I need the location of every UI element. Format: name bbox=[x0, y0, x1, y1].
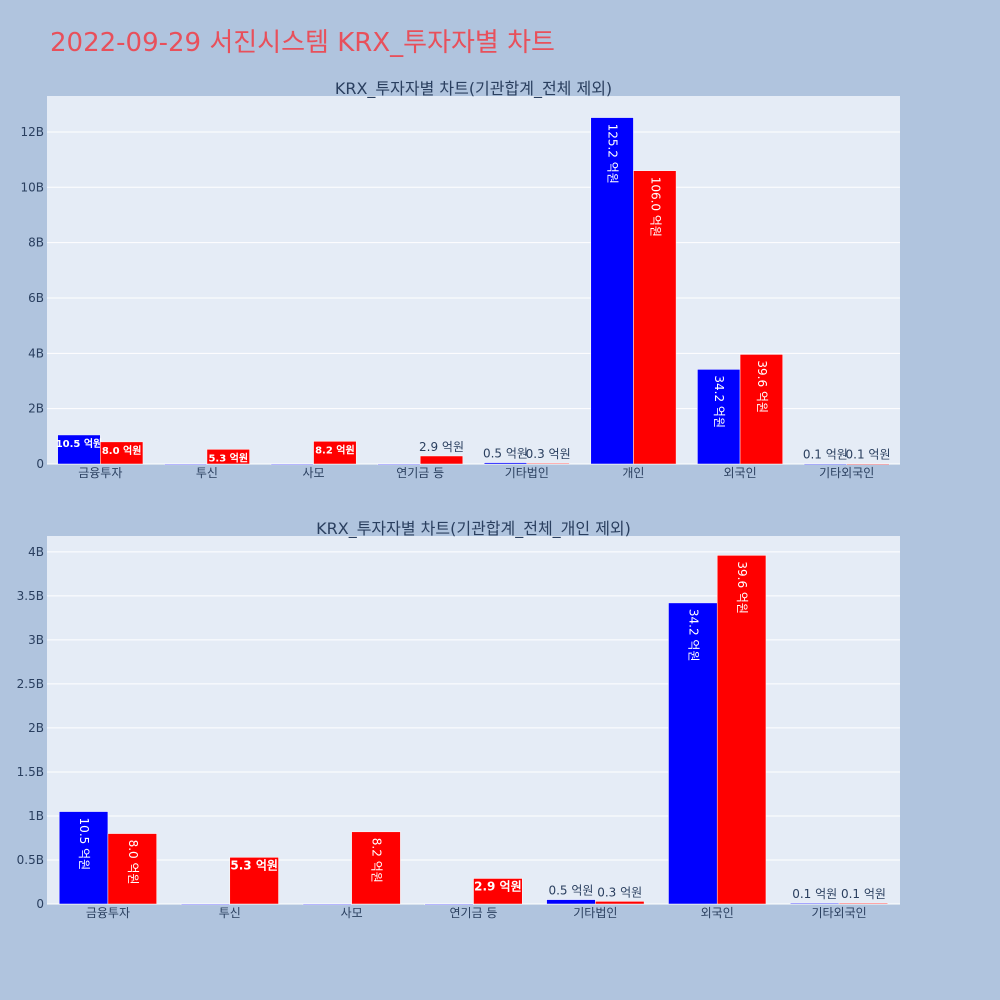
bar bbox=[697, 369, 741, 465]
page-title: 2022-09-29 서진시스템 KRX_투자자별 차트 bbox=[50, 28, 555, 58]
y-tick-label: 2.5B bbox=[17, 677, 44, 691]
y-tick-label: 3B bbox=[28, 633, 44, 647]
plot-area bbox=[47, 536, 900, 904]
y-tick-label: 2B bbox=[28, 402, 44, 416]
data-label: 2.9 억원 bbox=[474, 879, 522, 893]
bar bbox=[419, 455, 464, 465]
bar bbox=[803, 463, 847, 465]
bar bbox=[668, 602, 718, 905]
x-tick-label: 투신 bbox=[196, 466, 218, 480]
x-tick-label: 연기금 등 bbox=[396, 466, 444, 480]
data-label: 10.5 억원 bbox=[56, 437, 103, 450]
bar bbox=[546, 899, 596, 905]
bar bbox=[473, 878, 523, 905]
data-label: 8.2 억원 bbox=[315, 443, 355, 456]
x-tick-label: 금융투자 bbox=[78, 466, 122, 480]
x-tick-label: 금융투자 bbox=[86, 906, 130, 920]
bar bbox=[313, 441, 357, 465]
bar bbox=[377, 463, 421, 466]
data-label: 0.5 억원 bbox=[483, 447, 528, 461]
bar bbox=[790, 902, 840, 905]
bar bbox=[164, 463, 208, 466]
bar bbox=[206, 449, 250, 465]
bar bbox=[633, 170, 677, 465]
y-tick-label: 0 bbox=[36, 457, 44, 471]
x-tick-label: 사모 bbox=[303, 466, 325, 480]
data-label: 10.5 억원 bbox=[77, 818, 91, 871]
x-tick-label: 개인 bbox=[622, 466, 644, 480]
data-label: 0.1 억원 bbox=[846, 448, 891, 462]
bar bbox=[351, 831, 401, 905]
bar bbox=[526, 462, 570, 465]
chart-1: 0 2B 4B 6B 8B 10B 12B KRX_투자자별 차트(기관합계_전체 제외) 금융… bbox=[20, 79, 900, 480]
data-label: 106.0 억원 bbox=[648, 177, 662, 237]
y-tick-label: 3.5B bbox=[17, 589, 44, 603]
data-label: 125.2 억원 bbox=[606, 124, 620, 184]
bar bbox=[424, 903, 474, 906]
y-tick-label: 0.5B bbox=[17, 853, 44, 867]
x-tick-label: 외국인 bbox=[701, 906, 734, 920]
x-tick-label: 외국인 bbox=[724, 466, 757, 480]
data-label: 5.3 억원 bbox=[208, 451, 248, 464]
y-tick-label: 10B bbox=[20, 180, 44, 194]
data-label: 8.2 억원 bbox=[370, 838, 384, 883]
bar bbox=[107, 833, 157, 905]
data-label: 8.0 억원 bbox=[126, 840, 140, 885]
y-tick-label: 12B bbox=[20, 125, 44, 139]
bar bbox=[483, 462, 528, 465]
chart-title: KRX_투자자별 차트(기관합계_전체_개인 제외) bbox=[316, 519, 631, 539]
y-tick-label: 4B bbox=[28, 346, 44, 360]
data-label: 39.6 억원 bbox=[755, 360, 769, 413]
data-label: 8.0 억원 bbox=[102, 444, 142, 457]
y-tick-label: 2B bbox=[28, 721, 44, 735]
bar bbox=[270, 463, 314, 466]
bar bbox=[180, 903, 231, 906]
bar bbox=[739, 354, 783, 465]
x-tick-label: 연기금 등 bbox=[450, 906, 498, 920]
data-label: 0.1 억원 bbox=[841, 887, 886, 901]
chart-2: 0 0.5B 1B 1.5B 2B 2.5B 3B 3.5B 4B KRX_투자자별 차트(기관합… bbox=[17, 519, 900, 920]
y-tick-label: 1.5B bbox=[17, 765, 44, 779]
bar bbox=[57, 434, 101, 465]
y-tick-label: 0 bbox=[36, 897, 44, 911]
y-tick-label: 8B bbox=[28, 236, 44, 250]
y-tick-label: 6B bbox=[28, 291, 44, 305]
data-label: 0.1 억원 bbox=[803, 448, 848, 462]
y-tick-label: 1B bbox=[28, 809, 44, 823]
x-tick-label: 사모 bbox=[341, 906, 363, 920]
data-label: 34.2 억원 bbox=[686, 609, 700, 662]
x-tick-label: 투신 bbox=[219, 906, 241, 920]
bar bbox=[229, 857, 279, 905]
x-tick-label: 기타외국인 bbox=[811, 906, 866, 920]
bar bbox=[838, 902, 889, 905]
data-label: 5.3 억원 bbox=[230, 858, 278, 872]
bar bbox=[716, 555, 767, 905]
x-tick-label: 기타외국인 bbox=[819, 466, 874, 480]
bar bbox=[595, 901, 645, 905]
data-label: 0.5 억원 bbox=[548, 884, 593, 898]
bar bbox=[302, 903, 352, 906]
data-label: 0.3 억원 bbox=[526, 447, 571, 461]
data-label: 0.1 억원 bbox=[792, 887, 837, 901]
bar bbox=[846, 463, 890, 465]
chart-title: KRX_투자자별 차트(기관합계_전체 제외) bbox=[335, 79, 612, 99]
data-label: 0.3 억원 bbox=[597, 885, 642, 899]
data-label: 34.2 억원 bbox=[712, 375, 726, 428]
y-tick-label: 4B bbox=[28, 545, 44, 559]
bar bbox=[590, 117, 634, 465]
x-tick-label: 기타법인 bbox=[573, 906, 617, 920]
x-tick-label: 기타법인 bbox=[505, 466, 549, 480]
data-label: 39.6 억원 bbox=[735, 561, 749, 614]
data-label: 2.9 억원 bbox=[419, 440, 464, 454]
bar bbox=[100, 441, 144, 465]
